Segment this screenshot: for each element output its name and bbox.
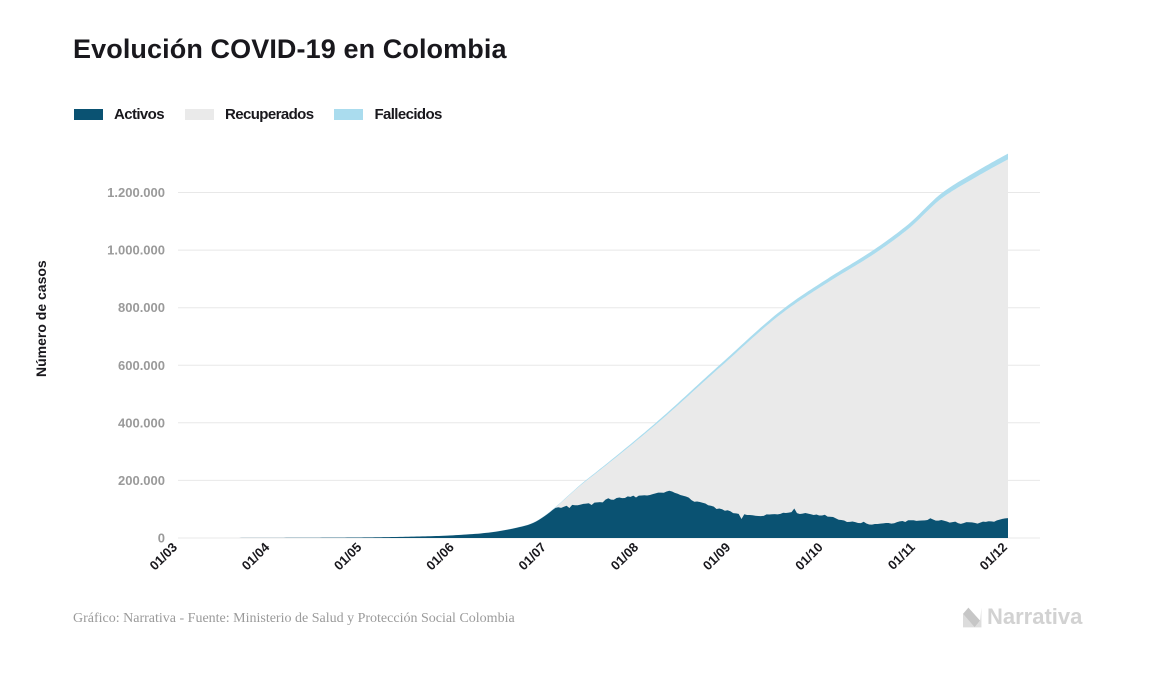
svg-text:01/03: 01/03 xyxy=(147,540,181,574)
svg-text:01/08: 01/08 xyxy=(608,540,642,574)
svg-text:01/06: 01/06 xyxy=(423,540,457,574)
svg-text:800.000: 800.000 xyxy=(118,300,165,315)
svg-text:01/10: 01/10 xyxy=(792,540,826,574)
svg-text:600.000: 600.000 xyxy=(118,358,165,373)
svg-text:200.000: 200.000 xyxy=(118,473,165,488)
svg-text:01/12: 01/12 xyxy=(977,540,1011,574)
svg-text:1.200.000: 1.200.000 xyxy=(107,185,165,200)
svg-text:1.000.000: 1.000.000 xyxy=(107,243,165,258)
svg-text:0: 0 xyxy=(158,531,165,546)
svg-text:01/09: 01/09 xyxy=(700,540,734,574)
svg-text:01/04: 01/04 xyxy=(239,539,273,573)
svg-text:01/07: 01/07 xyxy=(515,540,549,574)
svg-text:01/05: 01/05 xyxy=(331,540,365,574)
svg-text:01/11: 01/11 xyxy=(885,540,918,573)
svg-text:400.000: 400.000 xyxy=(118,415,165,430)
